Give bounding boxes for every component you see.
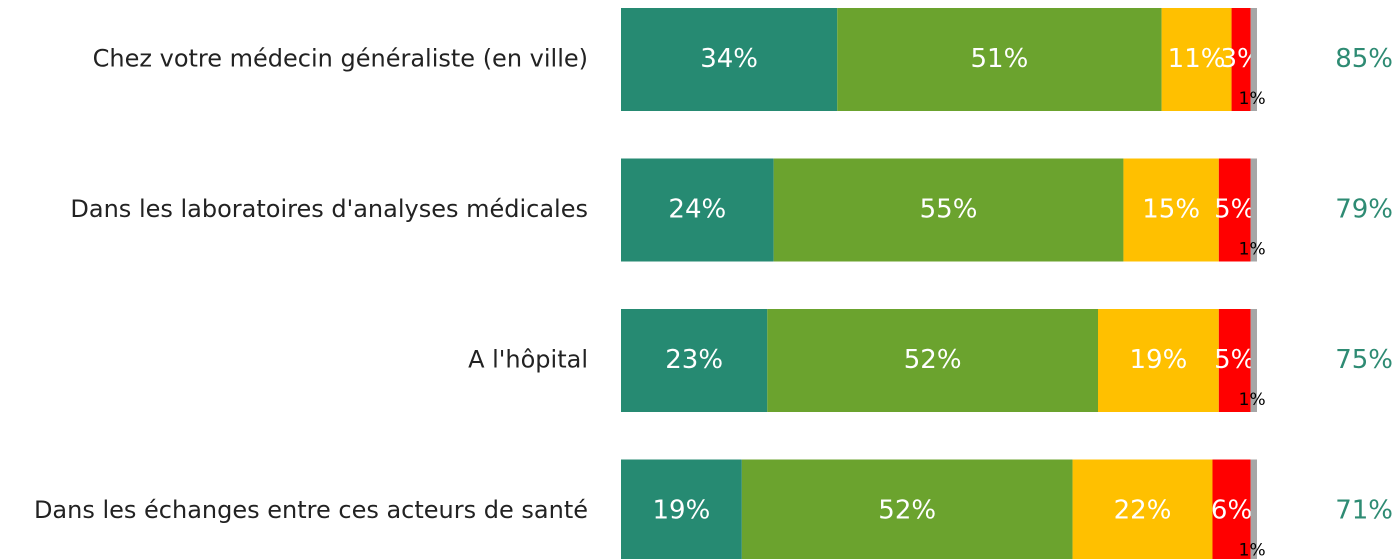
data-label: 1% bbox=[1239, 89, 1266, 109]
data-label: 5% bbox=[1214, 195, 1255, 225]
bar-segment bbox=[1250, 8, 1257, 111]
data-label: 34% bbox=[700, 44, 758, 74]
data-label: 23% bbox=[665, 345, 723, 375]
data-label: 5% bbox=[1214, 345, 1255, 375]
bar-segment bbox=[621, 459, 742, 559]
bar-segment bbox=[773, 158, 1124, 262]
data-label: 15% bbox=[1142, 195, 1200, 225]
category-label: Dans les laboratoires d'analyses médical… bbox=[70, 195, 588, 223]
bar-segment bbox=[741, 459, 1073, 559]
category-label: Dans les échanges entre ces acteurs de s… bbox=[34, 496, 588, 524]
data-label: 19% bbox=[653, 496, 711, 526]
bar-segment bbox=[1250, 158, 1257, 262]
bar-segment bbox=[1098, 309, 1219, 412]
data-label: 19% bbox=[1130, 345, 1188, 375]
data-label: 52% bbox=[904, 345, 962, 375]
total-label: 71% bbox=[1335, 496, 1393, 526]
bar-segment bbox=[1250, 309, 1257, 412]
data-label: 1% bbox=[1239, 240, 1266, 260]
bar-segment bbox=[1123, 158, 1219, 262]
bar-segment bbox=[1072, 459, 1213, 559]
bar-segment bbox=[1218, 309, 1251, 412]
bar-segment bbox=[1212, 459, 1251, 559]
data-label: 52% bbox=[878, 496, 936, 526]
bar-segment bbox=[621, 158, 774, 262]
bar-segment bbox=[767, 309, 1098, 412]
data-label: 1% bbox=[1239, 541, 1266, 559]
data-label: 51% bbox=[971, 44, 1029, 74]
category-label: Chez votre médecin généraliste (en ville… bbox=[93, 45, 588, 73]
bar-segment bbox=[1231, 8, 1251, 111]
bar-segment bbox=[1250, 459, 1257, 559]
bar-segment bbox=[621, 8, 838, 111]
data-label: 24% bbox=[668, 195, 726, 225]
total-label: 85% bbox=[1335, 44, 1393, 74]
bar-segment bbox=[1161, 8, 1232, 111]
data-label: 6% bbox=[1211, 496, 1252, 526]
total-label: 75% bbox=[1335, 345, 1393, 375]
data-label: 11% bbox=[1168, 44, 1226, 74]
bar-segment bbox=[621, 309, 768, 412]
data-label: 55% bbox=[920, 195, 978, 225]
data-label: 1% bbox=[1239, 390, 1266, 410]
total-label: 79% bbox=[1335, 195, 1393, 225]
data-label: 22% bbox=[1114, 496, 1172, 526]
category-label: A l'hôpital bbox=[468, 346, 588, 374]
bar-segment bbox=[837, 8, 1162, 111]
bar-segment bbox=[1218, 158, 1251, 262]
